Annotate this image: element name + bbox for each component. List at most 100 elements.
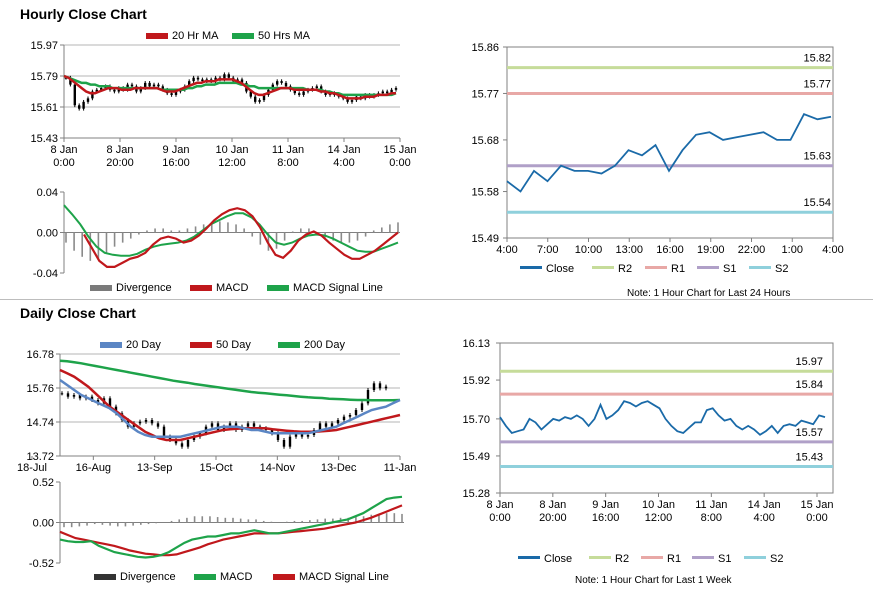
daily-pivot-note: Note: 1 Hour Chart for Last 1 Week <box>575 575 733 586</box>
daily-price-x-tick-label: 13-Sep <box>137 462 172 474</box>
daily-price-candle-body <box>348 415 352 417</box>
hourly-price-x-tick-label: 0:00 <box>53 157 74 169</box>
daily-divergence-legend-label: Divergence <box>120 571 176 583</box>
hourly-20hr-legend-swatch <box>146 33 168 39</box>
daily-macd-legend-swatch <box>194 574 216 580</box>
daily-pivot-r1-label: 15.84 <box>795 379 823 391</box>
daily-price-candle-body <box>276 433 280 440</box>
hourly-price-candle-body <box>276 81 279 85</box>
hourly-pivot-close-line <box>506 112 832 193</box>
hourly-price-candle-body <box>64 77 68 79</box>
hourly-price-x-tick-label: 8:00 <box>277 157 298 169</box>
hourly-pivot-y-tick-label: 15.77 <box>471 88 499 100</box>
daily-price-candle-body <box>150 420 154 424</box>
hourly-price-x-tick-label: 8 Jan <box>51 144 78 156</box>
daily-price-y-tick-label: 13.72 <box>26 451 54 463</box>
daily-price-candle-body <box>60 393 64 395</box>
hourly-pivot-frame <box>506 46 834 239</box>
daily-macd-line <box>59 495 403 559</box>
daily-price-candle-body <box>162 426 166 437</box>
hourly-pivot-s2-legend-label: S2 <box>775 263 788 275</box>
hourly-price-candle-body <box>386 91 389 94</box>
hourly-pivot-close-legend-swatch <box>520 266 542 269</box>
hourly-price-candle-body <box>100 88 103 90</box>
hourly-50hr-legend-label: 50 Hrs MA <box>258 30 311 42</box>
daily-price-candles <box>60 381 388 449</box>
daily-pivot-r2-legend-label: R2 <box>615 553 629 565</box>
daily-price-candle-body <box>138 421 142 424</box>
daily-price-candle-body <box>378 383 382 389</box>
daily-price-candle-body <box>246 423 250 427</box>
hourly-macd-signal-legend-swatch <box>267 285 289 291</box>
hourly-pivot-s1-legend-swatch <box>697 266 719 269</box>
hourly-macd-y-tick-label: 0.04 <box>37 187 58 199</box>
hourly-divergence-legend-swatch <box>90 285 112 291</box>
hourly-50hr-legend-swatch <box>232 33 254 39</box>
daily-pivot-x-tick-label: 14 Jan <box>748 499 781 511</box>
daily-pivot-s1-legend-label: S1 <box>718 553 731 565</box>
hourly-pivot-r1-label: 15.77 <box>803 78 831 90</box>
daily-price-candle-body <box>288 436 292 447</box>
hourly-macd-signal-line <box>63 204 399 257</box>
daily-price-candle-body <box>180 443 184 447</box>
daily-pivot-r2-legend-swatch <box>589 556 611 559</box>
hourly-price-candle-body <box>86 98 90 102</box>
daily-20day-line <box>59 378 401 438</box>
daily-price-y-tick-label: 16.78 <box>26 349 54 361</box>
daily-pivot-x-tick-label: 0:00 <box>806 512 827 524</box>
daily-pivot-close-line <box>499 400 826 436</box>
hourly-price-candle-body <box>82 101 85 109</box>
daily-price-x-tick-label: 13-Dec <box>321 462 357 474</box>
hourly-pivot-x-tick-label: 4:00 <box>822 244 843 256</box>
hourly-pivot-y-tick-label: 15.86 <box>471 42 499 54</box>
hourly-price-candle-body <box>201 79 204 82</box>
daily-pivot-x-tick-label: 15 Jan <box>800 499 833 511</box>
hourly-price-candle-body <box>284 82 288 87</box>
hourly-price-candle-body <box>148 82 151 87</box>
daily-pivot-y-tick-label: 15.92 <box>462 375 490 387</box>
hourly-price-candle-body <box>280 81 283 83</box>
daily-price-candle-body <box>144 420 148 422</box>
daily-macd-signal-legend-label: MACD Signal Line <box>299 571 389 583</box>
daily-pivot-s2-legend-swatch <box>744 556 766 559</box>
daily-200day-line <box>59 359 401 402</box>
hourly-price-candle-body <box>152 84 156 87</box>
daily-pivot-r1-legend-swatch <box>641 556 663 559</box>
hourly-pivot-close-legend-label: Close <box>546 263 574 275</box>
daily-price-candle-body <box>354 410 358 415</box>
daily-price-candle-body <box>90 396 94 400</box>
hourly-macd-signal-legend-label: MACD Signal Line <box>293 282 383 294</box>
daily-price-candle-body <box>366 390 370 404</box>
hourly-pivot-r1-legend-swatch <box>645 266 667 269</box>
daily-price-candle-body <box>294 433 298 437</box>
daily-price-y-tick-label: 14.74 <box>26 417 54 429</box>
hourly-pivot-s2-legend-swatch <box>749 266 771 269</box>
hourly-macd-y-tick-label: -0.04 <box>33 268 58 280</box>
daily-section-title: Daily Close Chart <box>20 305 136 321</box>
daily-divergence-legend-swatch <box>94 574 116 580</box>
section-divider <box>0 299 873 300</box>
hourly-price-x-tick-label: 16:00 <box>162 157 190 169</box>
hourly-price-x-tick-label: 14 Jan <box>327 144 360 156</box>
daily-price-x-tick-label: 18-Jul <box>17 462 47 474</box>
daily-pivot-frame <box>499 342 834 494</box>
hourly-price-x-tick-label: 20:00 <box>106 157 134 169</box>
hourly-price-candle-body <box>293 89 296 94</box>
hourly-pivot-y-tick-label: 15.58 <box>471 187 499 199</box>
daily-macd-y-tick-label: 0.00 <box>33 518 54 530</box>
daily-price-candle-body <box>324 423 328 427</box>
hourly-pivot-x-tick-label: 1:00 <box>782 244 803 256</box>
hourly-price-candle-body <box>249 91 252 97</box>
hourly-price-candle-body <box>350 100 354 102</box>
daily-price-candle-body <box>108 398 112 407</box>
daily-price-candle-body <box>270 430 274 434</box>
hourly-price-x-tick-label: 12:00 <box>218 157 246 169</box>
daily-pivot-y-tick-label: 16.13 <box>462 338 490 350</box>
daily-50day-legend-swatch <box>190 342 212 348</box>
hourly-price-candle-body <box>227 74 230 78</box>
daily-pivot-s2-label: 15.43 <box>795 452 823 464</box>
daily-price-x-tick-label: 16-Aug <box>76 462 111 474</box>
daily-pivot-x-tick-label: 8:00 <box>701 512 722 524</box>
daily-macd-signal-line <box>59 504 403 557</box>
